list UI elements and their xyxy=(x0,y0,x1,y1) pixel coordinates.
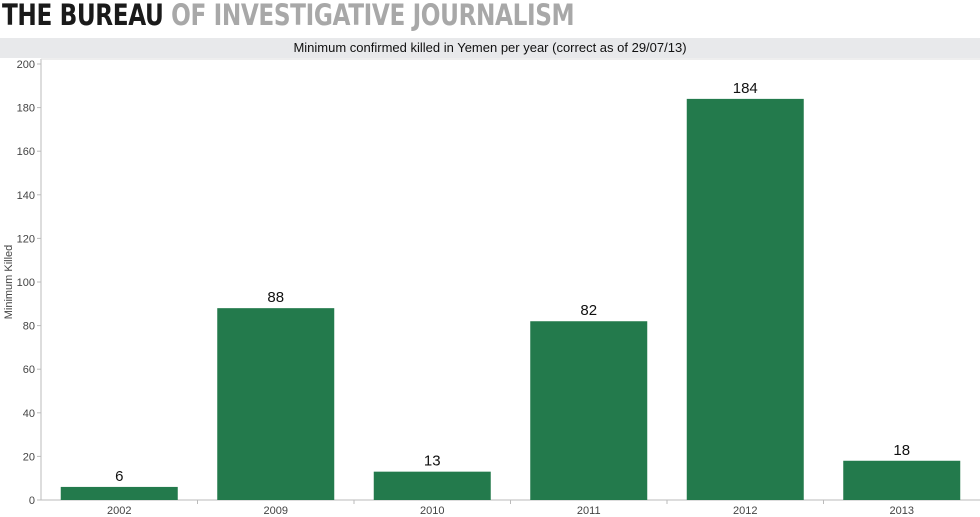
data-label-2013: 18 xyxy=(893,442,910,459)
data-label-2012: 184 xyxy=(733,80,758,97)
y-tick-label: 20 xyxy=(23,451,35,463)
x-tick-label: 2002 xyxy=(107,505,131,517)
logo: THE BUREAU OF INVESTIGATIVE JOURNALISM xyxy=(2,0,575,32)
x-tick-label: 2010 xyxy=(420,505,444,517)
y-axis-label: Minimum Killed xyxy=(3,245,15,320)
logo-light: OF INVESTIGATIVE JOURNALISM xyxy=(171,0,575,32)
data-label-2009: 88 xyxy=(267,289,284,306)
bar-2009 xyxy=(217,308,335,500)
x-tick-label: 2013 xyxy=(890,505,914,517)
bar-2012 xyxy=(686,98,804,500)
logo-bold: THE BUREAU xyxy=(2,0,164,32)
y-tick-label: 180 xyxy=(17,103,35,115)
y-tick-label: 40 xyxy=(23,408,35,420)
x-tick-label: 2009 xyxy=(264,505,288,517)
y-tick-label: 60 xyxy=(23,364,35,376)
data-label-2010: 13 xyxy=(424,453,441,470)
data-label-2002: 6 xyxy=(115,468,123,485)
chart-title: Minimum confirmed killed in Yemen per ye… xyxy=(0,38,980,58)
bar-2010 xyxy=(373,471,491,500)
y-tick-label: 200 xyxy=(17,59,35,71)
y-tick-label: 120 xyxy=(17,233,35,245)
x-tick-label: 2012 xyxy=(733,505,757,517)
y-tick-label: 0 xyxy=(29,495,35,507)
y-tick-label: 80 xyxy=(23,321,35,333)
y-tick-label: 100 xyxy=(17,277,35,289)
bar-2013 xyxy=(843,460,961,500)
data-label-2011: 82 xyxy=(580,302,597,319)
x-tick-label: 2011 xyxy=(577,505,601,517)
bar-2002 xyxy=(60,486,178,500)
y-tick-label: 140 xyxy=(17,190,35,202)
y-tick-label: 160 xyxy=(17,146,35,158)
bar-2011 xyxy=(530,321,648,500)
